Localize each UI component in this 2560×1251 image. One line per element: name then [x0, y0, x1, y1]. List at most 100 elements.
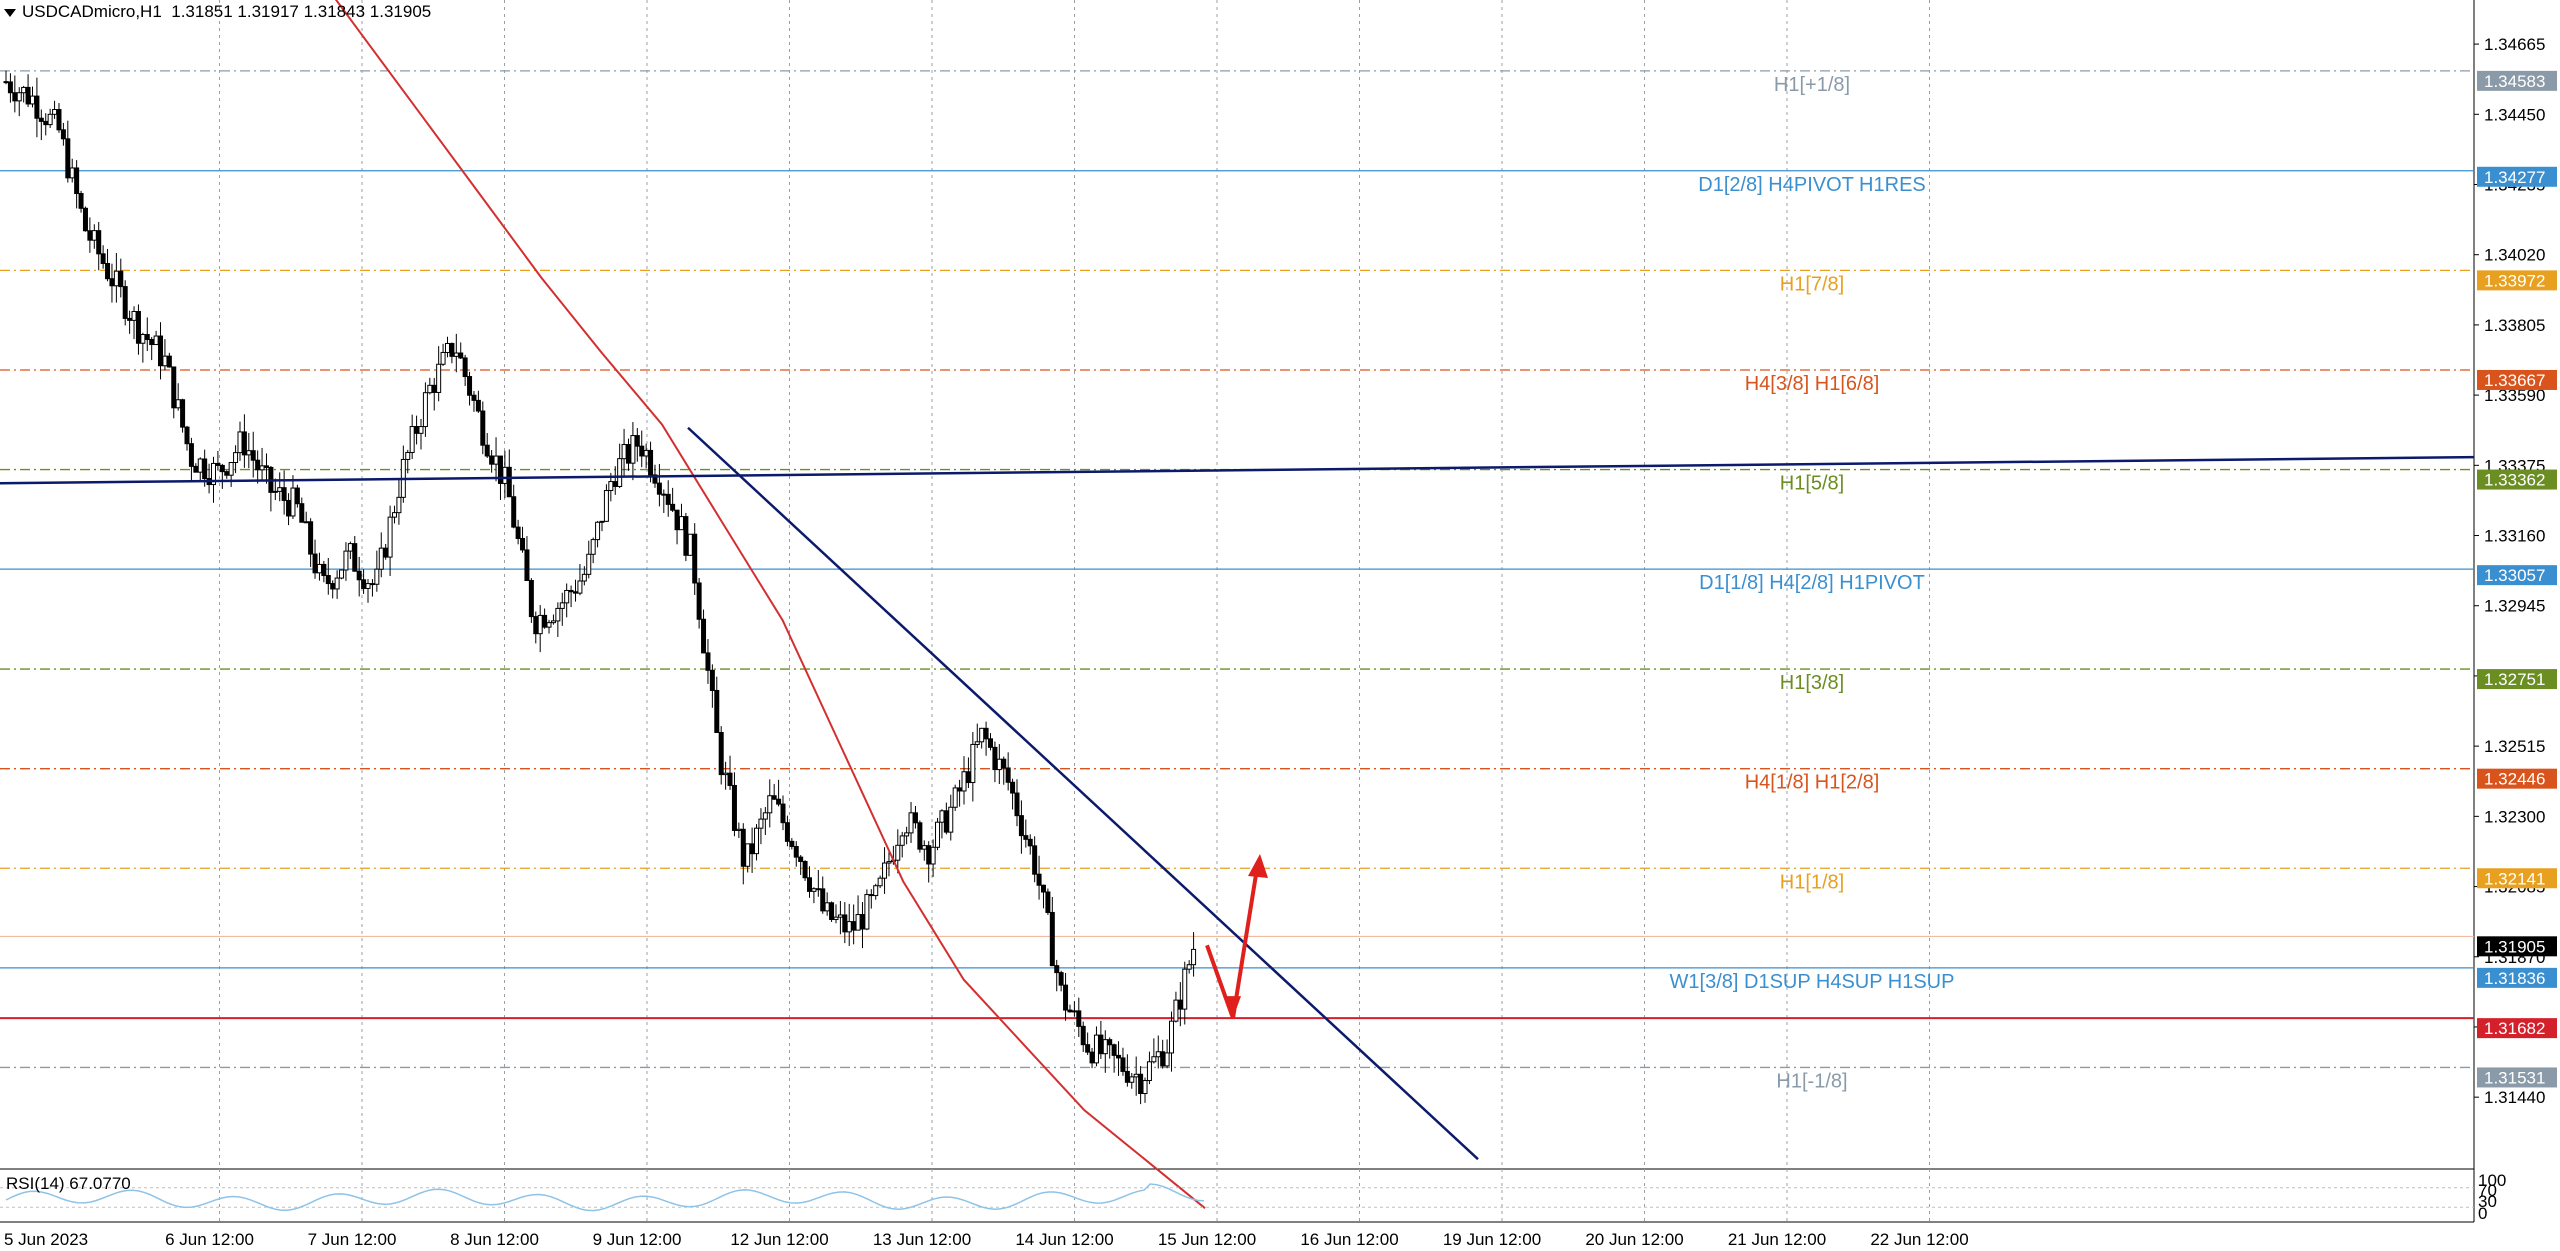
candle-body	[533, 616, 539, 635]
candle-body	[1040, 884, 1046, 893]
candle-body	[824, 902, 830, 912]
candle-body	[882, 862, 888, 879]
candle-body	[1164, 1052, 1170, 1067]
level-label: D1[2/8] H4PIVOT H1RES	[1698, 174, 1926, 196]
price-tag-text: 1.33057	[2484, 566, 2545, 585]
candle-body	[776, 798, 782, 805]
candle-body	[683, 516, 689, 556]
candle-body	[122, 286, 128, 319]
candle-body	[564, 589, 570, 604]
candle-body	[1151, 1056, 1157, 1063]
candle-body	[343, 550, 349, 571]
candle-body	[740, 828, 746, 867]
price-tag-text: 1.33667	[2484, 371, 2545, 390]
candle-body	[339, 569, 345, 579]
candle-body	[705, 652, 711, 671]
level-label: D1[1/8] H4[2/8] H1PIVOT	[1699, 572, 1925, 594]
candle-body	[1182, 968, 1188, 1010]
candle-body	[228, 462, 234, 476]
candle-body	[1160, 1051, 1166, 1067]
candle-body	[1036, 873, 1042, 886]
candle-body	[1102, 1039, 1108, 1055]
candle-body	[233, 452, 239, 464]
candle-body	[621, 444, 627, 460]
time-tick-label: 7 Jun 12:00	[308, 1230, 397, 1249]
candle-body	[29, 95, 35, 105]
price-tag	[2477, 166, 2557, 187]
candle-body	[1129, 1076, 1135, 1083]
level-label: H1[1/8]	[1780, 871, 1844, 893]
horizontal-trendline	[0, 455, 2475, 485]
candle-body	[497, 455, 503, 484]
price-tick-label: 1.32945	[2484, 597, 2545, 616]
time-tick-label: 21 Jun 12:00	[1728, 1230, 1826, 1249]
candle-body	[1005, 767, 1011, 783]
price-tick-label: 1.32300	[2484, 807, 2545, 826]
candle-body	[608, 481, 614, 492]
arrow-head-down-icon	[1223, 996, 1241, 1019]
candle-body	[171, 366, 177, 409]
price-tick-label: 1.33590	[2484, 386, 2545, 405]
time-axis: 5 Jun 2023 6 Jun 12:00 7 Jun 12:00 8 Jun 12…	[4, 1230, 1969, 1249]
candle-body	[559, 602, 565, 609]
candle-body	[105, 263, 111, 280]
candle-body	[674, 509, 680, 531]
candle-body	[34, 95, 40, 119]
candle-body	[378, 547, 384, 570]
candle-body	[334, 577, 340, 590]
candle-body	[979, 727, 985, 743]
level-label: H4[3/8] H1[6/8]	[1745, 373, 1880, 395]
candle-body	[855, 914, 861, 931]
level-label: W1[3/8] D1SUP H4SUP H1SUP	[1670, 971, 1955, 993]
price-tag-text: 1.32141	[2484, 869, 2545, 888]
candle-body	[25, 86, 31, 105]
candle-body	[718, 732, 724, 776]
candle-body	[542, 614, 548, 628]
candle-body	[60, 129, 66, 140]
time-tick-label: 15 Jun 12:00	[1158, 1230, 1256, 1249]
candle-body	[520, 537, 526, 551]
candle-body	[926, 845, 932, 865]
ohlc-readout: 1.31851 1.31917 1.31843 1.31905	[171, 2, 432, 21]
candle-body	[864, 894, 870, 930]
candle-body	[74, 167, 80, 195]
candle-body	[241, 431, 247, 456]
candle-body	[815, 888, 821, 891]
level-label: H1[5/8]	[1780, 473, 1844, 495]
candle-body	[935, 821, 941, 848]
price-tag	[2477, 669, 2557, 690]
collapse-arrow-icon[interactable]	[4, 8, 16, 17]
candle-body	[82, 207, 88, 232]
candle-body	[802, 861, 808, 879]
time-tick-label: 14 Jun 12:00	[1015, 1230, 1113, 1249]
candle-body	[259, 465, 265, 471]
rsi-label: RSI(14) 67.0770	[6, 1174, 131, 1193]
candle-body	[449, 342, 455, 357]
candle-body	[316, 563, 322, 574]
candle-body	[992, 746, 998, 771]
candle-body	[272, 490, 278, 493]
rsi-scale-label: 70	[2478, 1181, 2497, 1200]
candle-body	[851, 921, 857, 931]
price-tag-text: 1.32446	[2484, 770, 2545, 789]
candle-body	[696, 582, 702, 620]
candle-body	[537, 614, 543, 635]
candle-body	[392, 512, 398, 518]
candle-body	[1071, 1010, 1077, 1013]
candle-body	[202, 458, 208, 480]
candle-body	[714, 689, 720, 734]
price-tag-text: 1.33362	[2484, 471, 2545, 490]
candle-body	[930, 846, 936, 865]
time-tick-label: 8 Jun 12:00	[450, 1230, 539, 1249]
candle-body	[524, 549, 530, 582]
candle-body	[612, 481, 618, 487]
candle-body	[453, 352, 459, 357]
time-tick-label: 20 Jun 12:00	[1585, 1230, 1683, 1249]
candle-body	[573, 591, 579, 594]
candle-body	[356, 570, 362, 581]
candle-body	[745, 843, 751, 867]
candle-body	[957, 787, 963, 792]
candle-body	[771, 795, 777, 800]
candle-body	[643, 449, 649, 457]
